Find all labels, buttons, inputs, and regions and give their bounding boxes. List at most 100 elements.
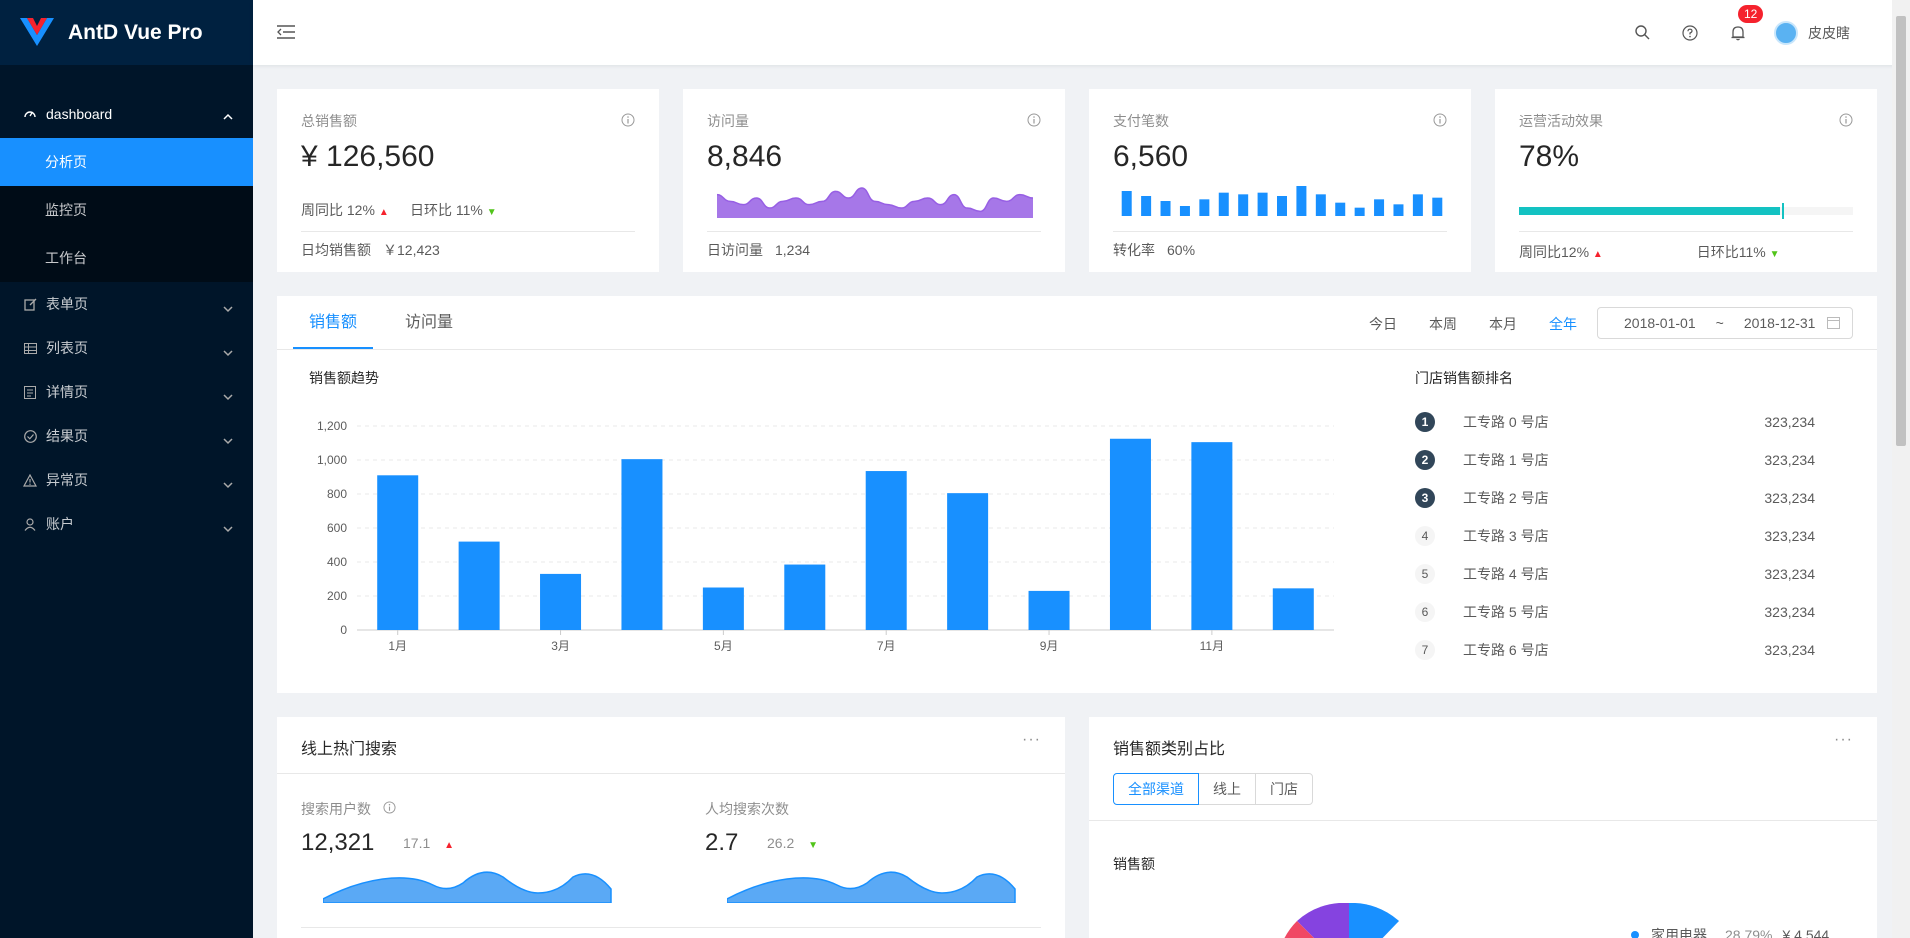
range-today[interactable]: 今日 <box>1369 316 1397 332</box>
stat-value: 6,560 <box>1113 140 1189 173</box>
search-icon[interactable] <box>1618 25 1666 40</box>
stat-title: 支付笔数 <box>1113 113 1169 129</box>
question-icon[interactable] <box>1666 24 1714 41</box>
mini-bar <box>1257 192 1268 216</box>
sidebar-item-label: 列表页 <box>46 340 88 356</box>
info-circle-icon[interactable] <box>621 113 635 130</box>
sidebar-item-exception[interactable]: 异常页 <box>0 458 253 502</box>
bell-icon[interactable]: 12 <box>1714 4 1764 41</box>
ranking-title: 门店销售额排名 <box>1415 370 1513 386</box>
tab-visits[interactable]: 访问量 <box>405 314 454 331</box>
sidebar-item-form[interactable]: 表单页 <box>0 282 253 326</box>
trend-value: 12% <box>1561 244 1590 260</box>
visits-area-chart <box>717 187 1033 218</box>
rank-number: 5 <box>1415 564 1435 584</box>
category-card: 销售额类别占比 ··· 全部渠道 线上 门店 销售额 家用电器 28.79% ¥… <box>1089 717 1877 938</box>
y-tick-label: 1,200 <box>317 419 347 433</box>
rank-number: 3 <box>1415 488 1435 508</box>
sidebar-item-analysis[interactable]: 分析页 <box>0 138 253 186</box>
menu-fold-icon[interactable] <box>277 24 295 43</box>
store-value: 323,234 <box>1764 604 1815 620</box>
bar <box>947 493 989 630</box>
rank-number: 4 <box>1415 526 1435 546</box>
sidebar-item-workplace[interactable]: 工作台 <box>0 234 253 282</box>
stat-title: 访问量 <box>707 113 749 129</box>
segment-store[interactable]: 门店 <box>1255 773 1313 805</box>
info-circle-icon[interactable] <box>1433 113 1447 130</box>
more-icon[interactable]: ··· <box>1022 731 1041 748</box>
avatar[interactable] <box>1774 20 1798 45</box>
segment-all[interactable]: 全部渠道 <box>1113 773 1199 805</box>
legend-dot <box>1631 931 1639 938</box>
chevron-down-icon <box>223 300 233 316</box>
trend-label: 周同比 <box>301 202 343 218</box>
sidebar-item-monitor[interactable]: 监控页 <box>0 186 253 234</box>
store-value: 323,234 <box>1764 566 1815 582</box>
chevron-down-icon <box>223 344 233 360</box>
mini-bar <box>1296 186 1307 216</box>
x-tick-label: 11月 <box>1200 639 1224 653</box>
range-week[interactable]: 本周 <box>1429 316 1457 332</box>
ranking-item: 3 工专路 2 号店 323,234 <box>1415 488 1845 508</box>
legend-percent: 28.79% <box>1725 927 1773 938</box>
date-start: 2018-01-01 <box>1624 315 1696 331</box>
stat-title: 运营活动效果 <box>1519 113 1603 129</box>
scrollbar[interactable] <box>1892 0 1910 938</box>
sidebar: AntD Vue Pro dashboard 分析页 监控页 工作台 表单页 列… <box>0 0 253 938</box>
ranking-item: 2 工专路 1 号店 323,234 <box>1415 450 1845 470</box>
date-range-picker[interactable]: 2018-01-01 ~ 2018-12-31 <box>1597 307 1853 339</box>
card-title: 线上热门搜索 <box>301 741 398 758</box>
stat-value: ¥ 126,560 <box>301 140 435 173</box>
ranking-item: 4 工专路 3 号店 323,234 <box>1415 526 1845 546</box>
mini-bar <box>1179 206 1190 216</box>
mini-bar <box>1432 197 1443 216</box>
mini-bar <box>1277 196 1287 216</box>
stat-value: 78% <box>1519 140 1580 173</box>
sidebar-item-label: 结果页 <box>46 428 88 444</box>
sidebar-item-profile[interactable]: 详情页 <box>0 370 253 414</box>
bar <box>784 564 826 630</box>
x-tick-label: 3月 <box>551 639 570 653</box>
mini-bar <box>1218 192 1229 216</box>
store-name: 工专路 2 号店 <box>1463 490 1549 506</box>
warning-icon <box>22 472 38 488</box>
range-month[interactable]: 本月 <box>1489 316 1517 332</box>
legend-item[interactable]: 家用电器 28.79% ¥ 4,544 <box>1631 925 1829 938</box>
change-value: 17.1 <box>403 835 431 851</box>
x-tick-label: 5月 <box>714 639 733 653</box>
sidebar-item-account[interactable]: 账户 <box>0 502 253 546</box>
stat-footer: 日均销售额 ￥12,423 <box>301 231 635 260</box>
ranking-item: 5 工专路 4 号店 323,234 <box>1415 564 1845 584</box>
info-circle-icon[interactable] <box>383 801 396 817</box>
footer-value: ￥12,423 <box>383 242 440 258</box>
sidebar-item-label: 表单页 <box>46 296 88 312</box>
legend-name: 家用电器 <box>1651 927 1707 938</box>
tab-sales[interactable]: 销售额 <box>293 296 374 349</box>
mini-bar <box>1374 199 1385 216</box>
sidebar-item-label: 工作台 <box>45 250 87 266</box>
scroll-thumb[interactable] <box>1896 16 1906 446</box>
footer-label: 日均销售额 <box>301 242 371 258</box>
info-circle-icon[interactable] <box>1839 113 1853 130</box>
logo[interactable]: AntD Vue Pro <box>0 0 253 65</box>
info-circle-icon[interactable] <box>1027 113 1041 130</box>
sidebar-item-label: dashboard <box>46 106 113 122</box>
search-users-label: 搜索用户数 <box>301 799 396 819</box>
card-header: 销售额类别占比 ··· <box>1089 717 1877 774</box>
username[interactable]: 皮皮瞎 <box>1808 24 1850 41</box>
more-icon[interactable]: ··· <box>1834 731 1853 748</box>
mini-bar <box>1141 196 1152 216</box>
segment-online[interactable]: 线上 <box>1198 773 1256 805</box>
store-value: 323,234 <box>1764 490 1815 506</box>
store-value: 323,234 <box>1764 452 1815 468</box>
edit-icon <box>22 296 38 312</box>
sidebar-item-dashboard[interactable]: dashboard <box>0 90 253 138</box>
mini-bar <box>1393 204 1404 216</box>
progress-target-marker <box>1782 203 1785 219</box>
date-end: 2018-12-31 <box>1743 315 1816 331</box>
mini-bar <box>1160 201 1171 216</box>
range-year[interactable]: 全年 <box>1549 316 1577 332</box>
sidebar-item-result[interactable]: 结果页 <box>0 414 253 458</box>
table-icon <box>22 340 38 356</box>
sidebar-item-list[interactable]: 列表页 <box>0 326 253 370</box>
